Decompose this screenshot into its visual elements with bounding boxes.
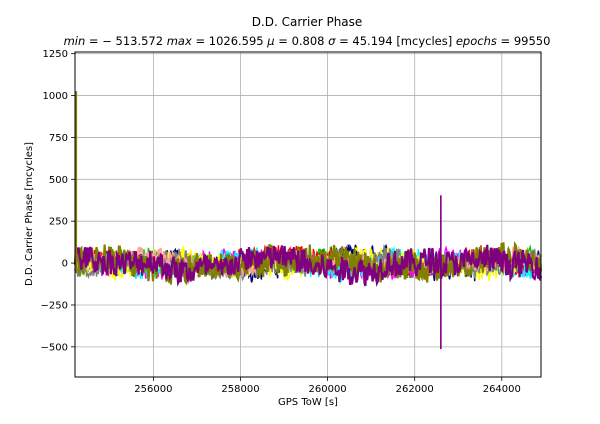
x-tick-label: 260000 <box>309 384 347 395</box>
y-tick-label: 1250 <box>43 49 68 60</box>
x-tick-label: 258000 <box>221 384 259 395</box>
data-traces <box>73 240 543 288</box>
x-axis-label: GPS ToW [s] <box>278 397 338 408</box>
x-axis-ticks: 256000 258000 260000 262000 264000 <box>134 377 521 395</box>
y-axis-label: D.D. Carrier Phase [mcycles] <box>24 142 35 286</box>
y-axis-ticks: −500 −250 0 250 500 750 1000 1250 <box>41 49 75 353</box>
y-tick-label: 1000 <box>43 91 68 102</box>
y-tick-label: 500 <box>49 175 68 186</box>
y-tick-label: −500 <box>41 342 68 353</box>
spike-traces <box>75 91 442 350</box>
grid-lines <box>75 52 541 377</box>
x-tick-label: 256000 <box>134 384 172 395</box>
chart-title: D.D. Carrier Phase <box>252 15 363 29</box>
y-tick-label: 750 <box>49 133 68 144</box>
y-tick-label: 0 <box>62 259 68 270</box>
series-trace <box>73 244 543 288</box>
plot-frame <box>74 51 542 378</box>
x-tick-label: 262000 <box>396 384 434 395</box>
y-tick-label: 250 <box>49 217 68 228</box>
x-tick-label: 264000 <box>483 384 521 395</box>
y-tick-label: −250 <box>41 300 68 311</box>
chart-subtitle: min = − 513.572 max = 1026.595 μ = 0.808… <box>64 34 551 48</box>
